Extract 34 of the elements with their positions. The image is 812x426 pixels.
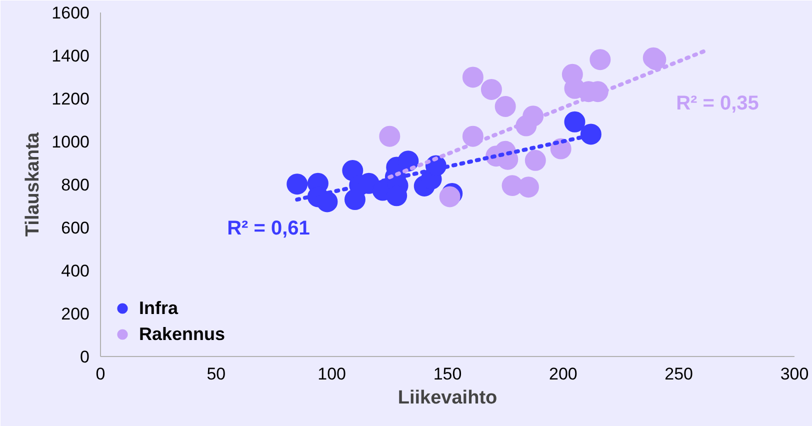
point — [286, 174, 308, 195]
y-tick-label: 0 — [80, 348, 90, 366]
point — [524, 150, 546, 171]
point — [580, 124, 602, 145]
legend-label: Infra — [139, 298, 178, 318]
point — [316, 191, 338, 212]
point — [590, 49, 611, 70]
point — [518, 176, 539, 198]
y-tick-label: 1200 — [52, 90, 90, 108]
annotation: R² = 0,61 — [227, 218, 310, 240]
x-tick-label: 250 — [664, 364, 694, 384]
annotation: R² = 0,35 — [676, 92, 759, 114]
x-tick-label: 300 — [780, 364, 809, 384]
point — [398, 150, 419, 172]
y-tick-label: 200 — [61, 304, 90, 324]
y-tick-label: 1400 — [52, 46, 90, 66]
point — [462, 66, 484, 88]
x-axis-title: Liikevaihto — [398, 388, 498, 408]
x-tick-label: 150 — [433, 364, 462, 384]
legend-label: Rakennus — [139, 324, 226, 344]
y-tick-label: 1600 — [52, 4, 90, 22]
x-tick-label: 100 — [318, 364, 346, 384]
point — [480, 78, 502, 100]
y-tick-label: 1000 — [52, 132, 90, 152]
y-tick-label: 600 — [61, 218, 90, 238]
y-axis-title: Tilauskanta — [22, 132, 44, 237]
x-tick-label: 50 — [206, 364, 226, 384]
x-tick-label: 0 — [96, 364, 106, 384]
point — [379, 126, 400, 147]
y-tick-label: 400 — [61, 262, 90, 280]
y-tick-label: 800 — [61, 176, 90, 194]
x-tick-label: 200 — [548, 364, 578, 384]
point — [564, 111, 586, 132]
point — [494, 96, 516, 117]
